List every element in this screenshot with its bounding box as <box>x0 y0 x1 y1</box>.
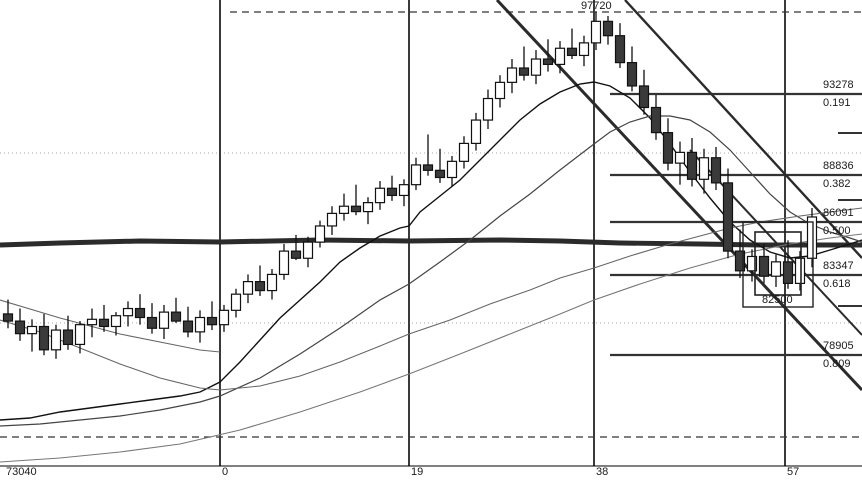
candle <box>734 229 746 279</box>
candle <box>170 297 182 323</box>
dashed-reference-lines <box>0 11 862 438</box>
candle <box>494 75 506 108</box>
candle <box>2 299 14 329</box>
candle <box>626 46 638 92</box>
price-axis-min-label: 73040 <box>6 466 37 478</box>
candle <box>290 234 302 261</box>
fib-price-0618: 83347 <box>823 260 854 272</box>
annotation-box <box>754 231 802 296</box>
candle <box>698 148 710 194</box>
candle <box>458 136 470 169</box>
candle <box>374 181 386 210</box>
annotation-box-label: 82500 <box>762 294 793 306</box>
fib-ratio-0809: 0.809 <box>823 358 851 370</box>
candle <box>710 146 722 191</box>
candle <box>86 308 98 338</box>
candle <box>98 304 110 332</box>
candle <box>242 274 254 304</box>
candle <box>362 197 374 225</box>
candle <box>794 251 806 291</box>
candle <box>602 15 614 45</box>
fib-ratio-0382: 0.382 <box>823 178 851 190</box>
fib-ratio-0618: 0.618 <box>823 278 851 290</box>
candle <box>662 118 674 171</box>
candle <box>182 306 194 338</box>
candle <box>770 254 782 287</box>
candle <box>50 324 62 359</box>
candle <box>782 240 794 289</box>
fib-price-0382: 88836 <box>823 160 854 172</box>
candle <box>314 220 326 248</box>
candle <box>206 301 218 331</box>
envelope-upper-line <box>0 299 221 353</box>
candle <box>230 288 242 318</box>
candle <box>110 312 122 336</box>
fibonacci-levels <box>610 92 862 357</box>
candle <box>26 319 38 352</box>
candle <box>638 69 650 115</box>
candle <box>674 141 686 185</box>
candle <box>62 315 74 350</box>
x-tick-label-19: 19 <box>411 466 424 478</box>
candle <box>266 269 278 300</box>
candle <box>614 23 626 69</box>
candle <box>386 175 398 201</box>
x-tick-label-57: 57 <box>787 466 800 478</box>
fib-price-0809: 78905 <box>823 340 854 352</box>
candle <box>530 50 542 85</box>
candle <box>122 301 134 327</box>
candle <box>410 157 422 191</box>
annotation-box-outer <box>742 221 814 308</box>
peak-price-label: 97720 <box>581 0 612 12</box>
candle <box>350 184 362 216</box>
ma-medium-line <box>0 115 862 427</box>
x-tick-label-0: 0 <box>222 466 229 478</box>
ma-longterm-line <box>0 233 862 463</box>
candle <box>218 304 230 332</box>
candle <box>758 243 770 284</box>
candle <box>542 39 554 72</box>
candle <box>14 308 26 341</box>
candle <box>278 243 290 280</box>
candle <box>722 168 734 259</box>
candle <box>746 249 758 282</box>
candle <box>194 310 206 343</box>
candle <box>554 41 566 74</box>
candle <box>158 304 170 340</box>
candle <box>254 265 266 296</box>
candle <box>74 321 86 354</box>
candle <box>566 28 578 60</box>
candle <box>146 303 158 334</box>
candle-series <box>2 12 818 359</box>
candle <box>590 12 602 51</box>
trendline-parallel <box>624 0 862 259</box>
fib-ratio-0500: 0.500 <box>823 225 851 237</box>
fib-price-0191: 93278 <box>823 79 854 91</box>
candle <box>686 138 698 187</box>
ma-heavy-line <box>0 237 862 248</box>
candle <box>134 294 146 325</box>
fib-ratio-0191: 0.191 <box>823 97 851 109</box>
candle <box>578 35 590 67</box>
candle <box>38 313 50 356</box>
candle <box>338 193 350 221</box>
candle <box>446 155 458 187</box>
candle <box>422 134 434 176</box>
candle <box>806 208 818 268</box>
candle <box>470 112 482 151</box>
candle <box>482 89 494 130</box>
candle <box>518 46 530 81</box>
candle <box>506 59 518 94</box>
x-tick-label-38: 38 <box>596 466 609 478</box>
candle <box>650 94 662 140</box>
grid-vertical-lines <box>219 0 786 466</box>
candle <box>326 206 338 235</box>
fib-price-0500: 86091 <box>823 207 854 219</box>
candle <box>302 236 314 268</box>
candle <box>398 179 410 207</box>
candle <box>434 148 446 183</box>
